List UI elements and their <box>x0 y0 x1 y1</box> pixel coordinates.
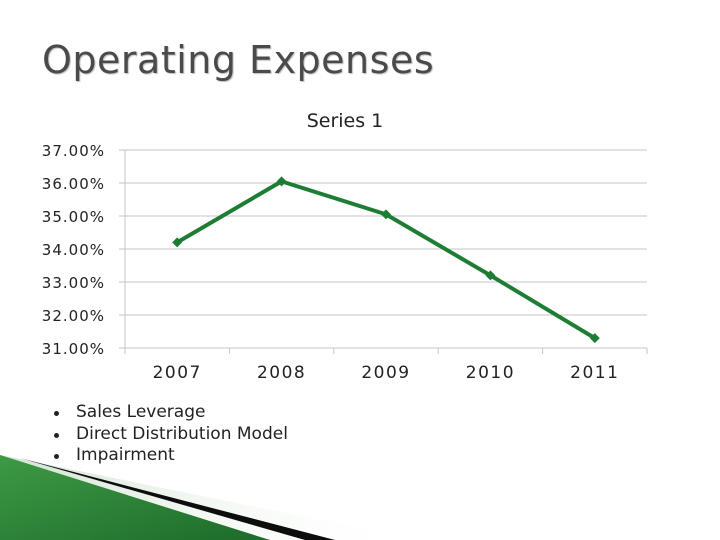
data-point-marker <box>381 209 391 220</box>
y-tick-label: 36.00% <box>42 175 105 193</box>
bullet-text: Sales Leverage <box>76 402 206 422</box>
line-chart: Series 1 37.00% 36.00% 35.00% 34.00% 33.00% 3… <box>42 110 648 383</box>
bullet-item: Impairment <box>52 445 288 467</box>
bullet-item: Direct Distribution Model <box>52 424 288 446</box>
x-tick-label: 2009 <box>361 363 410 383</box>
y-tick-label: 34.00% <box>42 241 105 259</box>
chart-title: Series 1 <box>307 110 384 132</box>
x-tick-label: 2011 <box>570 363 619 383</box>
decor-dark-stripe <box>20 458 335 540</box>
y-tick-label: 35.00% <box>42 208 105 226</box>
bullet-item: Sales Leverage <box>52 402 288 424</box>
y-tick-label: 33.00% <box>42 274 105 292</box>
y-tick-label: 32.00% <box>42 307 105 325</box>
y-tick-label: 31.00% <box>42 340 105 358</box>
decor-green-shape <box>0 455 270 540</box>
data-point-marker <box>276 176 287 187</box>
data-point-marker <box>485 270 496 281</box>
slide-title: Operating Expenses <box>42 38 435 82</box>
x-tick-label: 2007 <box>153 363 202 383</box>
bullet-text: Impairment <box>76 445 175 465</box>
bullet-list: Sales Leverage Direct Distribution Model… <box>52 402 288 467</box>
bullet-dot-icon <box>54 432 59 438</box>
bullet-text: Direct Distribution Model <box>76 423 288 444</box>
data-point-marker <box>589 333 600 344</box>
bullet-dot-icon <box>54 411 59 416</box>
bullet-dot-icon <box>54 454 59 459</box>
y-tick-label: 37.00% <box>42 142 105 160</box>
x-tick-label: 2010 <box>466 363 515 383</box>
data-point-marker <box>172 237 183 248</box>
x-tick-label: 2008 <box>257 363 306 383</box>
